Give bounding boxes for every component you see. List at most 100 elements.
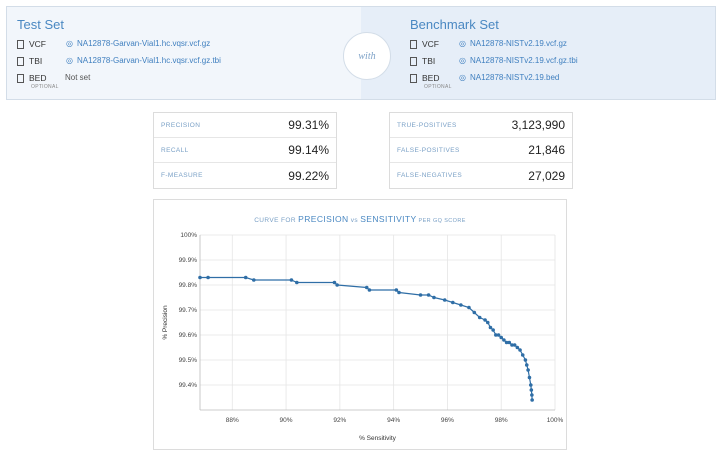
data-point (442, 298, 447, 302)
stat-label: TRUE-POSITIVES (397, 121, 457, 129)
file-row-label: BED OPTIONAL (29, 73, 66, 90)
data-point (289, 278, 294, 282)
file-link[interactable]: NA12878-Garvan-Vial1.hc.vqsr.vcf.gz (76, 39, 211, 48)
data-point (426, 293, 431, 297)
data-point (502, 338, 506, 342)
series-line (200, 276, 533, 401)
file-row-vcf: VCF ◎ NA12878-NISTv2.19.vcf.gz (410, 39, 715, 56)
chart-title: CURVE FOR PRECISION vs SENSITIVITY PER G… (154, 214, 566, 224)
file-value: Not set (65, 73, 91, 82)
with-badge: with (343, 32, 391, 80)
data-point (295, 280, 299, 285)
stat-label: RECALL (161, 146, 189, 154)
file-type-label: VCF (422, 39, 439, 49)
file-icon (410, 57, 417, 66)
data-point (507, 340, 512, 345)
file-type-label: BED (29, 73, 47, 83)
file-type-label: TBI (29, 56, 43, 66)
data-point (394, 288, 399, 292)
file-icon (17, 40, 24, 49)
data-point (518, 348, 522, 352)
data-point (459, 303, 463, 307)
counts-summary: TRUE-POSITIVES 3,123,990 FALSE-POSITIVES 21… (389, 112, 573, 189)
x-tick-label: 88% (226, 417, 239, 424)
x-tick-label: 96% (441, 417, 454, 424)
data-point (206, 275, 210, 280)
stat-row-true-positives: TRUE-POSITIVES 3,123,990 (390, 113, 572, 138)
link-icon: ◎ (459, 73, 466, 82)
chart-title-sensitivity: SENSITIVITY (360, 214, 417, 224)
file-row-tbi: TBI ◎ NA12878-Garvan-Vial1.hc.vqsr.vcf.gz.… (17, 56, 361, 73)
test-set-title: Test Set (17, 17, 64, 32)
data-point (496, 333, 501, 337)
y-axis-label: % Precision (162, 305, 169, 340)
data-point (499, 335, 504, 340)
data-point (512, 343, 517, 347)
chart-title-prefix: CURVE FOR (254, 217, 299, 224)
data-point (530, 393, 534, 397)
file-type-label: BED (422, 73, 440, 83)
data-point (527, 375, 532, 380)
stat-value: 21,846 (528, 143, 565, 157)
data-point (451, 300, 455, 305)
stat-label: FALSE-NEGATIVES (397, 172, 463, 179)
file-row-label: BED OPTIONAL (422, 73, 459, 90)
file-row-label: VCF (422, 39, 459, 49)
file-row-vcf: VCF ◎ NA12878-Garvan-Vial1.hc.vqsr.vcf.gz (17, 39, 361, 56)
file-icon (17, 57, 24, 66)
chart-title-precision: PRECISION (298, 214, 349, 224)
y-tick-label: 99.6% (179, 332, 198, 339)
stat-row-recall: RECALL 99.14% (154, 138, 336, 163)
x-tick-label: 90% (280, 417, 293, 424)
y-tick-label: 99.4% (179, 382, 198, 389)
data-point (491, 328, 495, 332)
data-point (432, 295, 436, 300)
y-tick-label: 99.5% (179, 357, 198, 364)
file-row-label: TBI (29, 56, 66, 66)
y-tick-label: 99.9% (179, 257, 198, 264)
stat-value: 3,123,990 (511, 118, 565, 132)
file-icon (17, 74, 24, 83)
file-row-tbi: TBI ◎ NA12878-NISTv2.19.vcf.gz.tbi (410, 56, 715, 73)
optional-label: OPTIONAL (31, 84, 59, 90)
stat-row-precision: PRECISION 99.31% (154, 113, 336, 138)
data-point (477, 315, 482, 320)
stat-value: 99.31% (288, 118, 329, 132)
file-link[interactable]: NA12878-Garvan-Vial1.hc.vqsr.vcf.gz.tbi (76, 56, 221, 65)
chart-title-suffix: PER GQ SCORE (416, 218, 466, 224)
chart-title-vs: vs (348, 217, 361, 224)
file-link[interactable]: NA12878-NISTv2.19.bed (469, 73, 560, 82)
data-point (520, 353, 525, 357)
data-point (467, 305, 471, 310)
input-sets-panel: Test Set VCF ◎ NA12878-Garvan-Vial1.hc.vqs… (6, 6, 716, 100)
data-point (483, 318, 487, 322)
data-point (524, 363, 529, 367)
y-tick-label: 100% (180, 232, 197, 239)
data-point (488, 325, 493, 330)
data-point (510, 343, 514, 347)
data-point (528, 383, 533, 387)
file-link[interactable]: NA12878-NISTv2.19.vcf.gz.tbi (469, 56, 578, 65)
data-point (494, 333, 498, 337)
file-row-bed: BED OPTIONAL ◎ NA12878-NISTv2.19.bed (410, 73, 715, 90)
data-point (485, 320, 490, 325)
x-tick-label: 94% (387, 417, 400, 424)
file-icon (410, 74, 417, 83)
stat-value: 99.14% (288, 143, 329, 157)
file-type-label: TBI (422, 56, 436, 66)
stat-label: PRECISION (161, 121, 201, 129)
data-point (251, 278, 256, 282)
stat-value: 27,029 (528, 168, 565, 183)
stat-label: F-MEASURE (161, 172, 203, 179)
x-tick-label: 92% (333, 417, 346, 424)
data-point (530, 398, 534, 402)
file-link[interactable]: NA12878-NISTv2.19.vcf.gz (469, 39, 567, 48)
x-axis-label: % Sensitivity (359, 435, 397, 442)
stat-label: FALSE-POSITIVES (397, 146, 460, 154)
file-type-label: VCF (29, 39, 46, 49)
data-point (526, 368, 530, 372)
optional-label: OPTIONAL (424, 84, 452, 90)
stat-value: 99.22% (288, 168, 329, 183)
file-row-label: VCF (29, 39, 66, 49)
data-point (198, 275, 202, 280)
